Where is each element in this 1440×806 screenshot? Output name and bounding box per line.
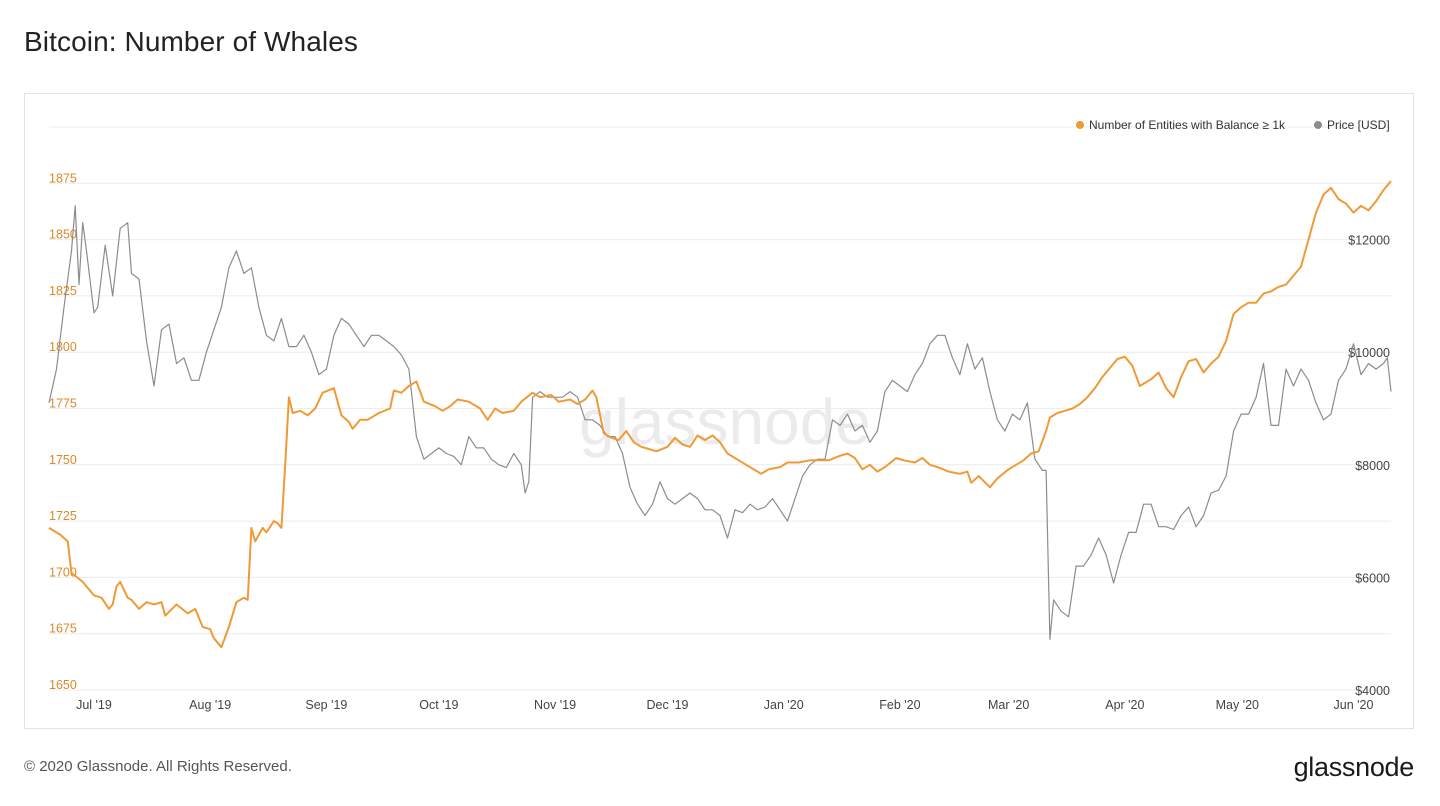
x-tick-label: Dec '19: [647, 698, 689, 712]
left-tick-label: 1875: [49, 171, 77, 185]
chart-svg: glassnode 1650 1675 1700 1725 1750 1775 1800 18…: [48, 118, 1392, 712]
left-tick-label: 1675: [49, 622, 77, 636]
right-tick-label: $12000: [1348, 234, 1390, 248]
right-tick-label: $10000: [1348, 346, 1390, 360]
x-tick-label: Mar '20: [988, 698, 1029, 712]
x-tick-label: May '20: [1216, 698, 1259, 712]
legend: Number of Entities with Balance ≥ 1k Pri…: [1076, 118, 1390, 132]
x-tick-label: Nov '19: [534, 698, 576, 712]
copyright-text: © 2020 Glassnode. All Rights Reserved.: [24, 758, 292, 775]
right-tick-label: $8000: [1355, 459, 1390, 473]
left-tick-label: 1750: [49, 453, 77, 467]
left-tick-label: 1725: [49, 509, 77, 523]
x-tick-label: Jul '19: [76, 698, 112, 712]
left-tick-label: 1800: [49, 340, 77, 354]
left-axis: 1650 1675 1700 1725 1750 1775 1800 1825 1850 1875: [49, 171, 77, 692]
chart-panel: glassnode 1650 1675 1700 1725 1750 1775 1800 18…: [24, 93, 1414, 729]
page-title: Bitcoin: Number of Whales: [24, 26, 358, 57]
x-tick-label: Jun '20: [1334, 698, 1374, 712]
series-layer: [48, 180, 1392, 649]
x-tick-label: Aug '19: [189, 698, 231, 712]
watermark-text: glassnode: [579, 386, 871, 458]
x-tick-label: Sep '19: [305, 698, 347, 712]
left-tick-label: 1825: [49, 284, 77, 298]
x-tick-label: Apr '20: [1105, 698, 1144, 712]
left-tick-label: 1650: [49, 678, 77, 692]
legend-marker-entities[interactable]: [1076, 121, 1084, 129]
left-tick-label: 1700: [49, 565, 77, 579]
x-tick-label: Oct '19: [419, 698, 458, 712]
right-tick-label: $6000: [1355, 571, 1390, 585]
gridlines: [49, 126, 1391, 691]
x-tick-label: Feb '20: [879, 698, 920, 712]
legend-label-price[interactable]: Price [USD]: [1327, 118, 1390, 132]
legend-label-entities[interactable]: Number of Entities with Balance ≥ 1k: [1089, 118, 1286, 132]
entities-line: [48, 180, 1392, 649]
legend-marker-price[interactable]: [1314, 121, 1322, 129]
right-tick-label: $4000: [1355, 684, 1390, 698]
left-tick-label: 1850: [49, 228, 77, 242]
price-line: [48, 205, 1392, 640]
left-tick-label: 1775: [49, 397, 77, 411]
right-axis: $4000 $6000 $8000 $10000 $12000: [1348, 234, 1390, 698]
glassnode-logo[interactable]: glassnode: [1293, 752, 1415, 782]
x-axis: Jul '19 Aug '19 Sep '19 Oct '19 Nov '19 Dec '…: [76, 698, 1373, 712]
x-tick-label: Jan '20: [764, 698, 804, 712]
